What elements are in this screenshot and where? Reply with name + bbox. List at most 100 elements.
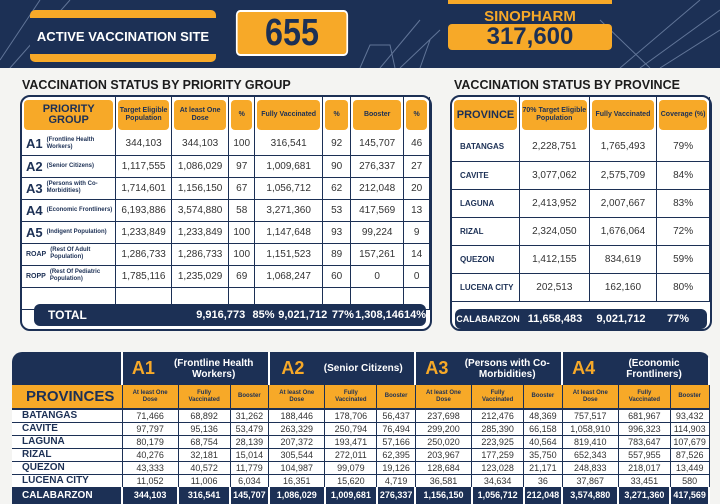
cell: 84% <box>656 161 710 190</box>
cell: 1,235,029 <box>171 265 230 288</box>
province-header-3: Coverage (%) <box>659 100 707 130</box>
total-fully-pct: 77% <box>331 309 354 321</box>
group-name: (Frontline Health Workers) <box>173 357 254 380</box>
group-desc: (Indigent Population) <box>46 228 107 235</box>
group-desc: (Persons with Co-Morbidities) <box>46 181 98 194</box>
cell: 1,785,116 <box>115 265 172 288</box>
group-desc: (Rest Of Adult Population) <box>50 247 91 260</box>
cell: 1,058,910 <box>562 422 619 436</box>
cell: 46 <box>403 133 430 156</box>
total-cell: 212,048 <box>523 487 564 504</box>
table-row: A4 (Economic Frontliners) 6,193,886 3,574,8… <box>22 199 430 222</box>
cell: 69 <box>228 265 256 288</box>
group-code: A3 <box>26 180 43 196</box>
cell: 299,200 <box>415 422 473 436</box>
group-code: A2 <box>281 358 305 378</box>
cell: LAGUNA <box>12 435 123 449</box>
total-one-pct: 85% <box>252 309 275 321</box>
subheader: Booster <box>523 385 563 410</box>
cell: 250,794 <box>324 422 378 436</box>
cell: 11,779 <box>230 461 270 475</box>
province-total-row: CALABARZON 11,658,483 9,021,712 77% <box>455 309 707 329</box>
cell: 305,544 <box>268 448 326 462</box>
subheader: Fully Vaccinated <box>471 385 525 410</box>
province-table-box: PROVINCE 70% Target Eligible Population Fu… <box>450 95 712 331</box>
cell: 33,451 <box>618 474 671 488</box>
cell: 3,077,062 <box>519 161 590 190</box>
total-cell: CALABARZON <box>12 487 123 504</box>
cell: 16,351 <box>268 474 326 488</box>
group-desc: (Rest Of Pediatric Population) <box>49 269 101 282</box>
cell: 100 <box>228 133 256 156</box>
cell: 71,466 <box>122 409 179 423</box>
cell: 79% <box>656 133 710 162</box>
cell: 27 <box>403 155 430 178</box>
cell: 48,369 <box>523 409 563 423</box>
group-code: A5 <box>26 224 43 240</box>
table-row: A2 (Senior Citizens) 1,117,555 1,086,029 97 1… <box>22 155 430 178</box>
subheader: Booster <box>670 385 710 410</box>
cell: 89 <box>322 243 352 266</box>
province-breakdown-table: A1 (Frontline Health Workers) A2 (Senior Ci… <box>12 352 710 504</box>
cell: 557,955 <box>618 448 671 462</box>
cell: LAGUNA <box>452 189 521 218</box>
cell: 0 <box>403 265 430 288</box>
cell: RIZAL <box>452 217 521 246</box>
table-row: LAGUNA 2,413,952 2,007,667 83% <box>452 189 710 218</box>
total-cell: 344,103 <box>122 487 180 504</box>
group-code: ROAP <box>26 250 47 258</box>
cell: 681,967 <box>618 409 671 423</box>
cell: 58 <box>228 199 256 222</box>
cell: 92 <box>322 133 352 156</box>
cell: 13,449 <box>670 461 710 475</box>
group-code: A1 <box>26 136 43 152</box>
cell: 72% <box>656 217 710 246</box>
cell: 2,413,952 <box>519 189 590 218</box>
table-row: ROAP (Rest Of Adult Population) 1,286,733 1… <box>22 243 430 266</box>
cell: 19,126 <box>376 461 416 475</box>
active-site-label: ACTIVE VACCINATION SITE <box>30 18 216 54</box>
cell: QUEZON <box>452 245 521 274</box>
total-cell: 276,337 <box>376 487 417 504</box>
cell: 162,160 <box>589 273 658 302</box>
cell: 31,262 <box>230 409 270 423</box>
table-row: RIZAL 2,324,050 1,676,064 72% <box>452 217 710 246</box>
cell: 97 <box>228 155 256 178</box>
table-row: A5 (Indigent Population) 1,233,849 1,233,84… <box>22 221 430 244</box>
cell: 100 <box>228 243 256 266</box>
cell: 90 <box>322 155 352 178</box>
subheader: Fully Vaccinated <box>618 385 671 410</box>
cell: 11,006 <box>178 474 231 488</box>
cell: 6,193,886 <box>115 199 172 222</box>
cell: 1,117,555 <box>115 155 172 178</box>
priority-header-5: % <box>325 100 349 130</box>
cell: 68,892 <box>178 409 231 423</box>
cell: 62,395 <box>376 448 416 462</box>
cell: CAVITE <box>452 161 521 190</box>
table-row: ROPP (Rest Of Pediatric Population) 1,785,… <box>22 265 430 288</box>
cell: 237,698 <box>415 409 473 423</box>
cell: 218,017 <box>618 461 671 475</box>
total-fully: 9,021,712 <box>278 309 328 321</box>
priority-header-1: Target Eligible Population <box>118 100 169 130</box>
cell: 1,056,712 <box>254 177 324 200</box>
group-code: A1 <box>131 358 155 378</box>
table-row: LAGUNA 80,179 68,754 28,139 207,372 193,471 57… <box>12 435 710 449</box>
total-one-dose: 9,916,773 <box>196 309 246 321</box>
province-title: VACCINATION STATUS BY PROVINCE <box>454 78 680 92</box>
cell: 67 <box>228 177 256 200</box>
total-cell: 145,707 <box>230 487 270 504</box>
cell: 212,048 <box>350 177 405 200</box>
cell: 248,833 <box>562 461 619 475</box>
cell: 1,286,733 <box>171 243 230 266</box>
subheader: At least One Dose <box>268 385 326 410</box>
table-row: BATANGAS 2,228,751 1,765,493 79% <box>452 133 710 162</box>
group-header-A2: A2 (Senior Citizens) <box>268 352 417 385</box>
subheader: Fully Vaccinated <box>178 385 231 410</box>
province-table: PROVINCE 70% Target Eligible Population Fu… <box>452 97 710 302</box>
total-cell: 1,056,712 <box>471 487 525 504</box>
group-header-A4: A4 (Economic Frontliners) <box>562 352 710 385</box>
table-row: A3 (Persons with Co-Morbidities) 1,714,601… <box>22 177 430 200</box>
cell: 40,572 <box>178 461 231 475</box>
cell: QUEZON <box>12 461 123 475</box>
